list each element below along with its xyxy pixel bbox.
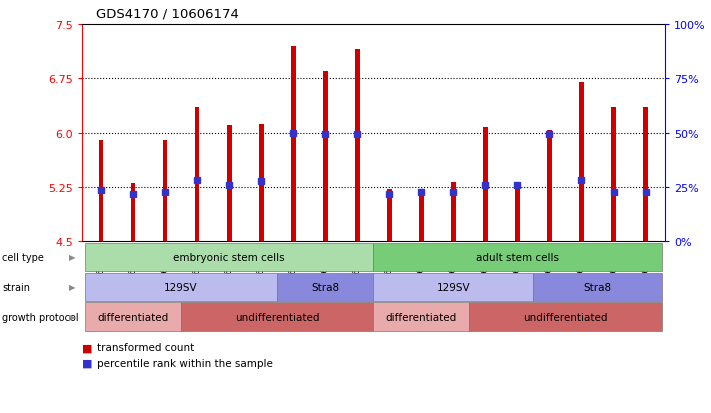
Bar [355, 50, 360, 242]
Text: ■: ■ [82, 342, 92, 352]
Text: differentiated: differentiated [385, 312, 457, 322]
Text: Stra8: Stra8 [311, 282, 339, 292]
Bar [227, 126, 232, 242]
Bar [547, 131, 552, 242]
Text: 129SV: 129SV [164, 282, 198, 292]
Text: GDS4170 / 10606174: GDS4170 / 10606174 [96, 8, 239, 21]
Bar [195, 108, 200, 242]
Bar [131, 184, 135, 242]
Text: embryonic stem cells: embryonic stem cells [173, 252, 285, 262]
Bar [323, 72, 328, 242]
Bar [515, 184, 520, 242]
Text: undifferentiated: undifferentiated [235, 312, 319, 322]
Text: undifferentiated: undifferentiated [523, 312, 608, 322]
Text: ▶: ▶ [69, 282, 75, 292]
Bar [387, 190, 392, 242]
Text: ▶: ▶ [69, 253, 75, 262]
Text: percentile rank within the sample: percentile rank within the sample [97, 358, 273, 368]
Bar [291, 47, 296, 242]
Text: ▶: ▶ [69, 312, 75, 321]
Text: cell type: cell type [2, 252, 44, 262]
Bar [611, 108, 616, 242]
Text: Stra8: Stra8 [584, 282, 611, 292]
Text: transformed count: transformed count [97, 342, 195, 352]
Bar [163, 140, 168, 242]
Bar [643, 108, 648, 242]
Text: adult stem cells: adult stem cells [476, 252, 559, 262]
Bar [451, 183, 456, 242]
Text: strain: strain [2, 282, 30, 292]
Text: 129SV: 129SV [437, 282, 470, 292]
Bar [419, 190, 424, 242]
Text: differentiated: differentiated [97, 312, 169, 322]
Bar [579, 83, 584, 242]
Text: ■: ■ [82, 358, 92, 368]
Text: growth protocol: growth protocol [2, 312, 79, 322]
Bar [259, 125, 264, 242]
Bar [483, 128, 488, 242]
Bar [99, 140, 103, 242]
